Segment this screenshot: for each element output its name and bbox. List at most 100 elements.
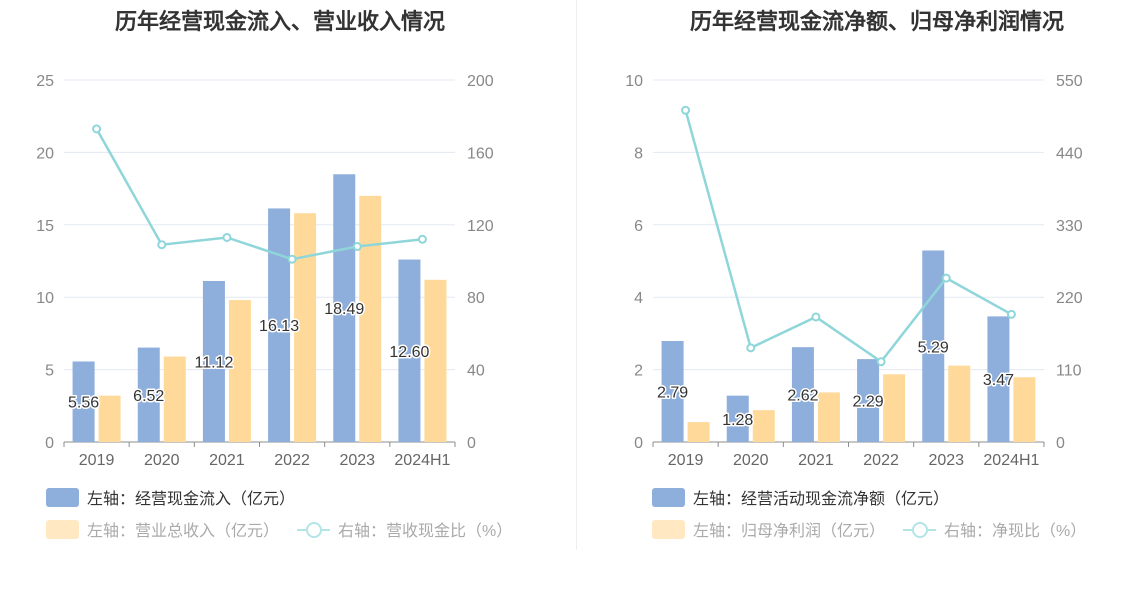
data-label-2023: 5.29 xyxy=(918,339,949,356)
chart-panel-cash-inflow: 历年经营现金流入、营业收入情况 0 0 5 40 10 80 15 120 20 160 25 200… xyxy=(0,0,576,550)
right-axis-tick-label: 200 xyxy=(467,73,494,90)
x-axis-tick-label: 2024H1 xyxy=(983,452,1039,469)
bar-2022-series-2 xyxy=(294,213,317,442)
left-axis-tick-label: 10 xyxy=(36,290,54,307)
left-axis-tick-label: 6 xyxy=(634,218,643,235)
left-axis-tick-label: 0 xyxy=(634,435,643,452)
data-label-2021: 11.12 xyxy=(194,354,233,371)
line-point-2020 xyxy=(746,343,756,353)
line-point-2024H1 xyxy=(1006,309,1016,319)
legend-label: 右轴：营收现金比（%） xyxy=(338,523,513,540)
legend-label: 右轴：净现比（%） xyxy=(944,523,1087,540)
line-point-2022 xyxy=(876,357,886,367)
legend-label: 左轴：经营活动现金流净额（亿元） xyxy=(693,491,950,508)
line-point-2019 xyxy=(681,105,691,115)
data-label-2020: 1.28 xyxy=(722,412,753,429)
x-axis-tick-label: 2023 xyxy=(928,452,964,469)
bar-2023-series-1 xyxy=(922,250,945,442)
right-axis-tick-label: 220 xyxy=(1056,290,1083,307)
right-axis-tick-label: 440 xyxy=(1056,145,1083,162)
chart-title: 历年经营现金流入、营业收入情况 xyxy=(114,9,445,34)
left-axis-tick-label: 0 xyxy=(45,435,54,452)
legend-swatch-line-icon xyxy=(903,520,936,539)
x-axis-tick-label: 2020 xyxy=(144,452,180,469)
bar-2022-series-2 xyxy=(883,374,906,442)
right-axis-tick-label: 0 xyxy=(467,435,476,452)
bar-2019-series-1 xyxy=(661,341,684,442)
data-label-2020: 6.52 xyxy=(133,388,164,405)
line-point-2022 xyxy=(287,254,297,264)
panel-divider xyxy=(576,0,577,550)
bar-2019-series-1 xyxy=(72,361,95,442)
line-series-ratio xyxy=(684,109,1013,364)
data-label-2021: 2.62 xyxy=(787,388,818,405)
legend-item-cash-ratio[interactable]: 右轴：营收现金比（%） xyxy=(297,519,513,540)
bar-2021-series-1 xyxy=(791,347,814,442)
chart-plot: 0 0 5 40 10 80 15 120 20 160 25 200 2019 2020 2021 2022… xyxy=(36,73,494,469)
right-axis-tick-label: 40 xyxy=(467,363,485,380)
legend-swatch-bar xyxy=(652,487,685,507)
legend-item-net-cash-ratio[interactable]: 右轴：净现比（%） xyxy=(903,519,1087,540)
right-axis-tick-label: 110 xyxy=(1056,363,1082,380)
chart-panel-net-cash-flow: 历年经营现金流净额、归母净利润情况 0 0 2 110 4 220 6 330 8 440 10 55… xyxy=(577,0,1147,550)
x-axis-tick-label: 2024H1 xyxy=(394,452,450,469)
bar-2022-series-1 xyxy=(857,359,880,442)
bar-2020-series-1 xyxy=(137,347,160,442)
data-label-2023: 18.49 xyxy=(324,301,364,318)
bar-2021-series-2 xyxy=(817,392,840,442)
bar-2024H1-series-2 xyxy=(1013,377,1036,442)
legend-swatch-bar xyxy=(46,519,79,539)
chart-title: 历年经营现金流净额、归母净利润情况 xyxy=(689,9,1064,34)
data-label-2024H1: 12.60 xyxy=(389,344,429,361)
line-point-2021 xyxy=(811,312,821,322)
bar-2020-series-2 xyxy=(752,410,775,442)
bar-2021-series-1 xyxy=(202,280,225,442)
bar-2019-series-2 xyxy=(687,422,710,442)
line-point-2020 xyxy=(157,240,167,250)
legend-label: 左轴：归母净利润（亿元） xyxy=(693,523,886,540)
bar-2020-series-1 xyxy=(726,395,749,442)
left-axis-tick-label: 8 xyxy=(634,145,643,162)
legend-item-revenue[interactable]: 左轴：营业总收入（亿元） xyxy=(46,519,280,540)
right-axis-tick-label: 0 xyxy=(1056,435,1065,452)
bar-2023-series-2 xyxy=(359,195,382,442)
line-point-2019 xyxy=(92,124,102,134)
legend-item-net-cash-flow[interactable]: 左轴：经营活动现金流净额（亿元） xyxy=(652,487,950,508)
x-axis-tick-label: 2021 xyxy=(798,452,834,469)
right-axis-tick-label: 160 xyxy=(467,145,494,162)
legend-swatch-bar xyxy=(652,519,685,539)
legend-swatch-bar xyxy=(46,487,79,507)
left-axis-tick-label: 25 xyxy=(36,73,54,90)
left-axis-tick-label: 20 xyxy=(36,145,54,162)
x-axis-tick-label: 2023 xyxy=(339,452,375,469)
legend-label: 左轴：营业总收入（亿元） xyxy=(87,523,280,540)
legend-item-cash-inflow[interactable]: 左轴：经营现金流入（亿元） xyxy=(46,487,296,508)
x-axis-tick-label: 2021 xyxy=(209,452,245,469)
legend-label: 左轴：经营现金流入（亿元） xyxy=(87,491,296,508)
data-label-2019: 5.56 xyxy=(68,395,99,412)
right-axis-tick-label: 550 xyxy=(1056,73,1083,90)
bar-2024H1-series-1 xyxy=(398,259,421,442)
legend-item-net-profit[interactable]: 左轴：归母净利润（亿元） xyxy=(652,519,886,540)
left-axis-tick-label: 10 xyxy=(625,73,643,90)
x-axis-tick-label: 2022 xyxy=(863,452,899,469)
right-axis-tick-label: 80 xyxy=(467,290,485,307)
bar-2019-series-2 xyxy=(98,395,121,442)
data-label-2024H1: 3.47 xyxy=(983,372,1014,389)
data-label-2022: 16.13 xyxy=(259,318,299,335)
x-axis-tick-label: 2020 xyxy=(733,452,769,469)
x-axis-tick-label: 2022 xyxy=(274,452,310,469)
right-axis-tick-label: 120 xyxy=(467,218,494,235)
bar-2024H1-series-2 xyxy=(424,279,447,442)
bar-2024H1-series-1 xyxy=(987,316,1010,442)
line-point-2023 xyxy=(941,273,951,283)
bar-2022-series-1 xyxy=(268,208,291,442)
line-point-2021 xyxy=(222,232,232,242)
left-axis-tick-label: 4 xyxy=(634,290,643,307)
data-label-2022: 2.29 xyxy=(853,394,884,411)
line-point-2023 xyxy=(352,242,362,252)
bar-2023-series-2 xyxy=(948,365,971,442)
left-axis-tick-label: 2 xyxy=(634,363,643,380)
data-label-2019: 2.79 xyxy=(657,385,688,402)
left-axis-tick-label: 5 xyxy=(45,363,54,380)
